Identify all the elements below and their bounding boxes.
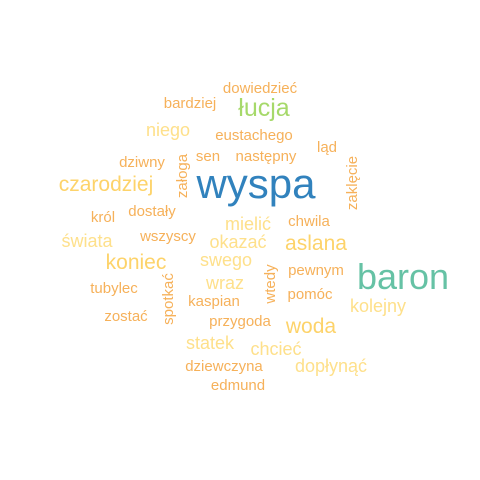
word-bardziej: bardziej <box>164 95 217 112</box>
word-zostac: zostać <box>104 308 148 325</box>
word-wszyscy: wszyscy <box>139 228 196 245</box>
word-mielic: mielić <box>225 214 271 234</box>
word-woda: woda <box>285 315 337 338</box>
word-eustachego: eustachego <box>215 127 293 144</box>
word-kolejny: kolejny <box>350 296 406 316</box>
word-pewnym: pewnym <box>288 262 344 279</box>
word-wtedy: wtedy <box>262 264 279 305</box>
word-zaklecie: zaklęcie <box>344 156 361 210</box>
word-wyspa: wyspa <box>195 160 316 207</box>
word-edmund: edmund <box>211 377 265 394</box>
word-lad: ląd <box>317 139 337 156</box>
word-wraz: wraz <box>205 273 244 293</box>
word-sen: sen <box>196 148 220 165</box>
word-przygoda: przygoda <box>209 313 271 330</box>
word-pomoc: pomóc <box>287 286 333 303</box>
word-chciec: chcieć <box>250 339 301 359</box>
word-dziwny: dziwny <box>119 154 165 171</box>
word-niego: niego <box>146 120 190 140</box>
word-lucja: łucja <box>238 94 290 122</box>
word-swego: swego <box>200 250 252 270</box>
word-statek: statek <box>186 333 235 353</box>
word-doplynac: dopłynąć <box>295 356 367 376</box>
word-koniec: koniec <box>106 251 167 274</box>
word-spotkac: spotkać <box>160 273 177 325</box>
word-zaloga: załoga <box>174 153 191 198</box>
word-kaspian: kaspian <box>188 293 240 310</box>
word-dowiedziec: dowiedzieć <box>223 80 298 97</box>
word-okazac: okazać <box>209 232 266 252</box>
word-chwila: chwila <box>288 213 330 230</box>
word-krol: król <box>91 209 115 226</box>
word-dostaly: dostały <box>128 203 176 220</box>
word-dziewczyna: dziewczyna <box>185 358 263 375</box>
word-swiata: świata <box>61 231 113 251</box>
word-baron: baron <box>357 256 449 297</box>
word-tubylec: tubylec <box>90 280 138 297</box>
word-czarodziej: czarodziej <box>59 173 154 196</box>
word-nastepny: następny <box>236 148 297 165</box>
word-aslana: aslana <box>285 232 347 255</box>
